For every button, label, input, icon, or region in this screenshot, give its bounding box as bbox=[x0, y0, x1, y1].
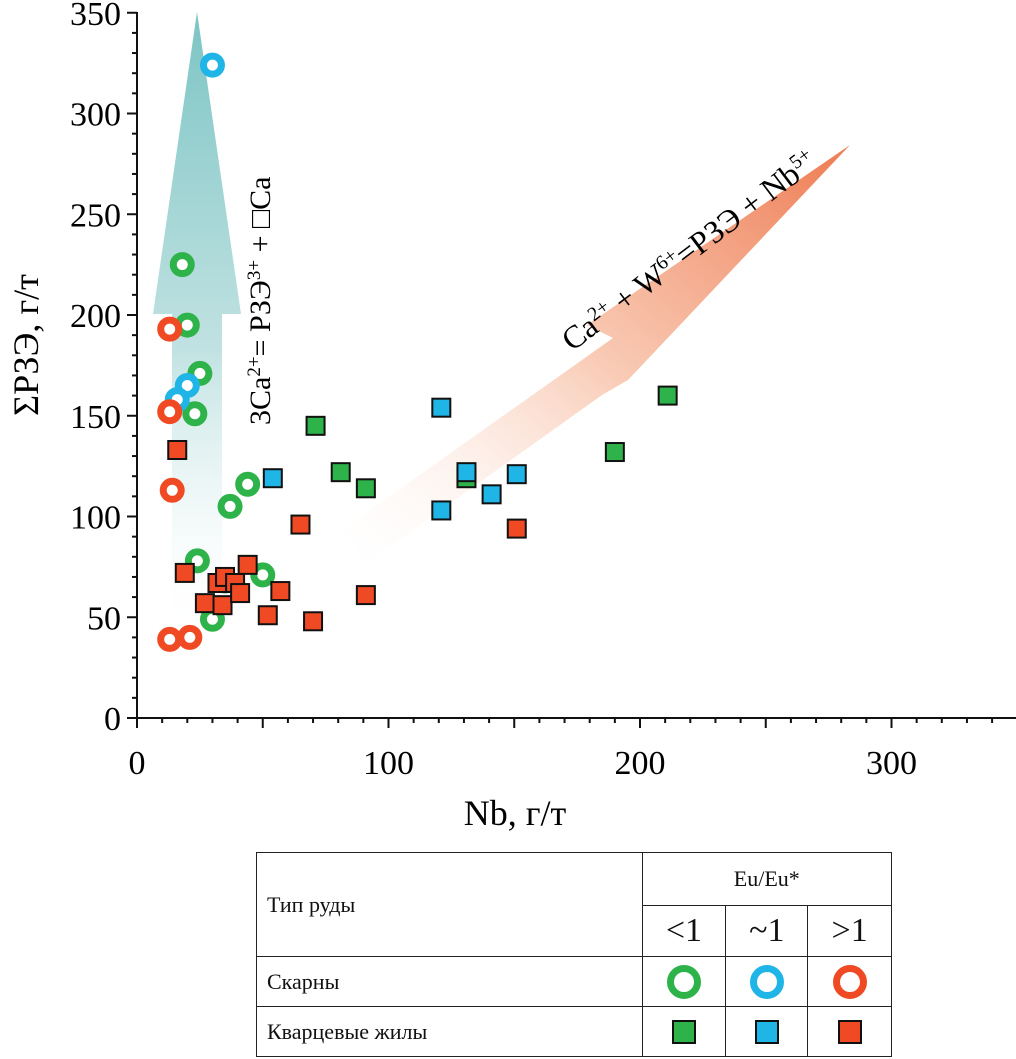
y-tick-label: 0 bbox=[104, 701, 121, 738]
y-tick-label: 250 bbox=[70, 197, 121, 234]
x-tick-label: 100 bbox=[363, 745, 414, 782]
data-point-square bbox=[305, 415, 326, 436]
data-point-square bbox=[431, 397, 452, 418]
ring-marker-icon bbox=[749, 964, 784, 999]
legend-sub-lt: <1 bbox=[641, 905, 727, 957]
data-point-square bbox=[262, 468, 283, 489]
x-tick-label: 200 bbox=[615, 745, 666, 782]
data-point-square bbox=[604, 442, 625, 463]
legend-cell bbox=[641, 956, 727, 1007]
data-point-square bbox=[481, 484, 502, 505]
data-point-square bbox=[431, 500, 452, 521]
y-tick-label: 100 bbox=[70, 500, 121, 537]
legend-cell bbox=[725, 1006, 809, 1057]
ring-marker-icon bbox=[666, 964, 701, 999]
x-tick-label: 0 bbox=[129, 745, 146, 782]
square-marker-icon bbox=[837, 1019, 862, 1044]
diagonal-arrow bbox=[342, 145, 850, 562]
x-axis-label: Nb, г/т bbox=[464, 793, 567, 833]
legend-sub-gt: >1 bbox=[807, 905, 892, 957]
data-point-ring bbox=[199, 52, 225, 78]
legend-cell bbox=[807, 1006, 892, 1057]
data-point-ring bbox=[157, 316, 183, 342]
data-point-ring bbox=[157, 626, 183, 652]
y-tick-label: 300 bbox=[70, 97, 121, 134]
data-point-square bbox=[237, 554, 258, 575]
vertical-arrow bbox=[153, 12, 241, 620]
data-point-ring bbox=[177, 624, 203, 650]
data-point-square bbox=[194, 593, 215, 614]
data-point-square bbox=[174, 562, 195, 583]
legend-cell bbox=[641, 1006, 727, 1057]
legend-table: Тип руды Eu/Eu* <1 ~1 >1 Скарны Кварцевы… bbox=[256, 852, 893, 1057]
y-tick-label: 350 bbox=[70, 0, 121, 33]
data-point-square bbox=[506, 518, 527, 539]
square-marker-icon bbox=[754, 1019, 779, 1044]
legend-row-skarn: Скарны bbox=[256, 956, 643, 1007]
data-point-ring bbox=[157, 399, 183, 425]
data-point-square bbox=[230, 583, 251, 604]
data-point-square bbox=[270, 581, 291, 602]
data-point-ring bbox=[250, 562, 276, 588]
data-point-square bbox=[456, 462, 477, 483]
ring-marker-icon bbox=[832, 964, 867, 999]
data-point-square bbox=[657, 385, 678, 406]
data-point-square bbox=[212, 595, 233, 616]
y-tick-label: 50 bbox=[87, 600, 121, 637]
data-point-square bbox=[330, 462, 351, 483]
legend-cell bbox=[807, 956, 892, 1007]
legend-col-eu: Eu/Eu* bbox=[641, 852, 893, 906]
data-point-ring bbox=[182, 401, 208, 427]
data-point-square bbox=[506, 464, 527, 485]
data-point-ring bbox=[217, 493, 243, 519]
data-point-square bbox=[257, 605, 278, 626]
data-point-square bbox=[303, 611, 324, 632]
data-point-square bbox=[290, 514, 311, 535]
square-marker-icon bbox=[671, 1019, 696, 1044]
data-point-ring bbox=[169, 252, 195, 278]
x-tick-label: 300 bbox=[866, 745, 917, 782]
legend-cell bbox=[725, 956, 809, 1007]
legend-row-quartz: Кварцевые жилы bbox=[256, 1006, 643, 1057]
data-point-square bbox=[355, 585, 376, 606]
data-point-ring bbox=[235, 471, 261, 497]
annotation-diagonal: Ca2+ + W6+=РЗЭ + Nb5+ bbox=[555, 143, 824, 358]
annotation-vertical: 3Ca2+= РЗЭ3+ + □Ca bbox=[244, 177, 278, 425]
data-point-ring bbox=[159, 477, 185, 503]
y-tick-label: 150 bbox=[70, 399, 121, 436]
legend-sub-approx: ~1 bbox=[725, 905, 809, 957]
y-axis-label: ΣРЗЭ, г/т bbox=[6, 274, 46, 416]
legend-col-type: Тип руды bbox=[256, 852, 643, 957]
data-point-square bbox=[167, 440, 188, 461]
data-point-square bbox=[355, 478, 376, 499]
y-tick-label: 200 bbox=[70, 298, 121, 335]
